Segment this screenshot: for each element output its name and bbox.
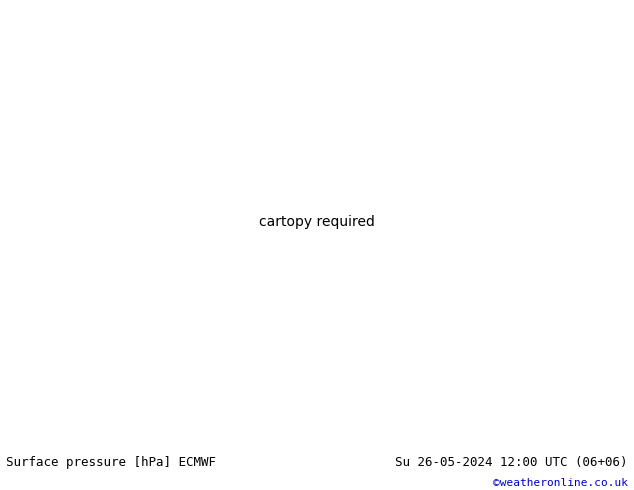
Text: cartopy required: cartopy required [259,216,375,229]
Text: Surface pressure [hPa] ECMWF: Surface pressure [hPa] ECMWF [6,456,216,468]
Text: Su 26-05-2024 12:00 UTC (06+06): Su 26-05-2024 12:00 UTC (06+06) [395,456,628,468]
Text: ©weatheronline.co.uk: ©weatheronline.co.uk [493,478,628,488]
